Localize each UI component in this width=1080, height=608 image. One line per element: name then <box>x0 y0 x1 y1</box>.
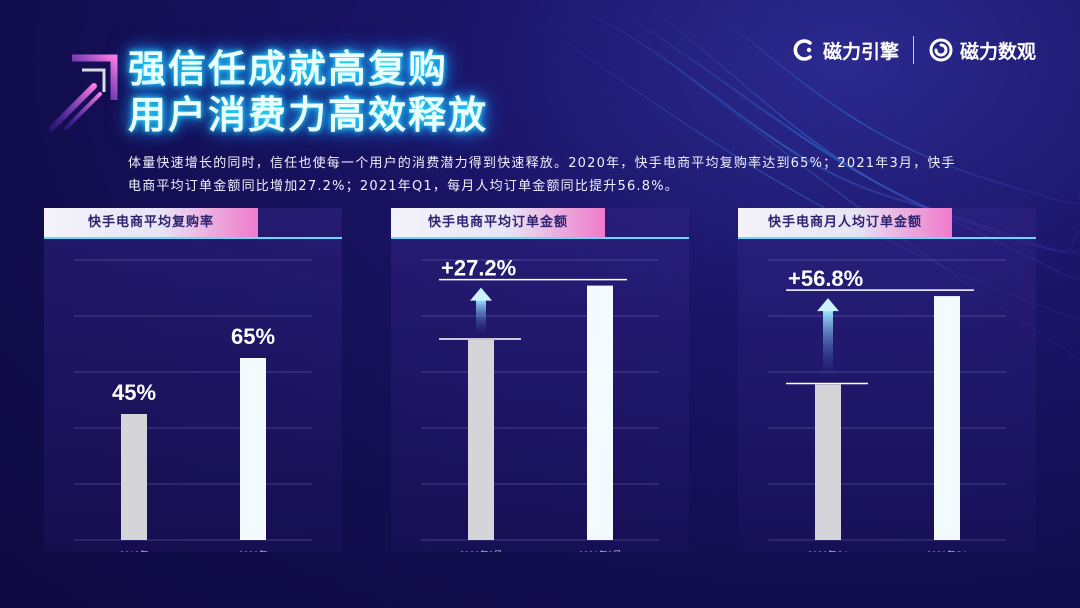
chart-panel-order-amount: 快手电商平均订单金额 2020年3月 2021年3月 +27.2% <box>391 208 689 552</box>
title-line-2: 用户消费力高效释放 <box>128 93 489 137</box>
tick-label: 2020年3月 <box>459 549 502 552</box>
data-label: 45% <box>112 380 156 405</box>
spiral-logo-icon <box>929 38 953 62</box>
chart-panel-monthly-per-user: 快手电商月人均订单金额 2020年Q1 2021年Q1 +56.8% <box>738 208 1036 552</box>
growth-annotation: +27.2% <box>441 256 516 281</box>
panel-accent-line <box>44 237 342 239</box>
chart-order-amount-svg: 2020年3月 2021年3月 +27.2% <box>421 256 659 552</box>
tick-label: 2021年Q1 <box>926 549 967 552</box>
panel-accent-line <box>391 237 689 239</box>
description-text: 体量快速增长的同时，信任也使每一个用户的消费潜力得到快速释放。2020年，快手电… <box>128 156 956 194</box>
tick-label: 2020年Q1 <box>807 549 848 552</box>
brand-name: 磁力引擎 <box>822 40 899 63</box>
bar <box>468 340 494 540</box>
bar <box>815 384 841 540</box>
brand-divider <box>912 36 914 64</box>
brand-logos: 磁力引擎 磁力数观 <box>791 36 1036 64</box>
chart-monthly-per-user-svg: 2020年Q1 2021年Q1 +56.8% <box>768 259 1006 552</box>
tick-label: 2020年 <box>238 549 267 552</box>
bar <box>121 414 147 540</box>
bar <box>934 296 960 540</box>
chart-title: 快手电商月人均订单金额 <box>738 208 952 237</box>
arrow-logo-icon <box>49 54 118 131</box>
chart-title: 快手电商平均复购率 <box>44 208 258 237</box>
bar <box>587 285 613 540</box>
growth-arrow-icon <box>470 287 492 301</box>
growth-arrow-icon <box>817 298 839 312</box>
tick-label: 2021年3月 <box>578 549 621 552</box>
growth-annotation: +56.8% <box>788 266 863 291</box>
brand-name: 磁力数观 <box>959 40 1036 63</box>
growth-arrow-shaft <box>476 299 486 336</box>
c-logo-icon <box>793 39 812 61</box>
brand-ciliyinqing: 磁力引擎 <box>791 37 899 64</box>
chart-panel-repurchase: 快手电商平均复购率 2019年 45% 2020年 65% <box>44 208 342 552</box>
growth-arrow-shaft <box>823 310 833 381</box>
bar <box>240 358 266 540</box>
panel-accent-line <box>738 237 1036 239</box>
title-line-1: 强信任成就高复购 <box>128 47 449 91</box>
chart-repurchase-svg: 2019年 45% 2020年 65% <box>74 259 312 552</box>
tick-label: 2019年 <box>119 549 148 552</box>
chart-title: 快手电商平均订单金额 <box>391 208 605 237</box>
data-label: 65% <box>231 324 275 349</box>
brand-cilishuguan: 磁力数观 <box>928 37 1036 64</box>
page-title: 强信任成就高复购 用户消费力高效释放 <box>128 46 488 138</box>
